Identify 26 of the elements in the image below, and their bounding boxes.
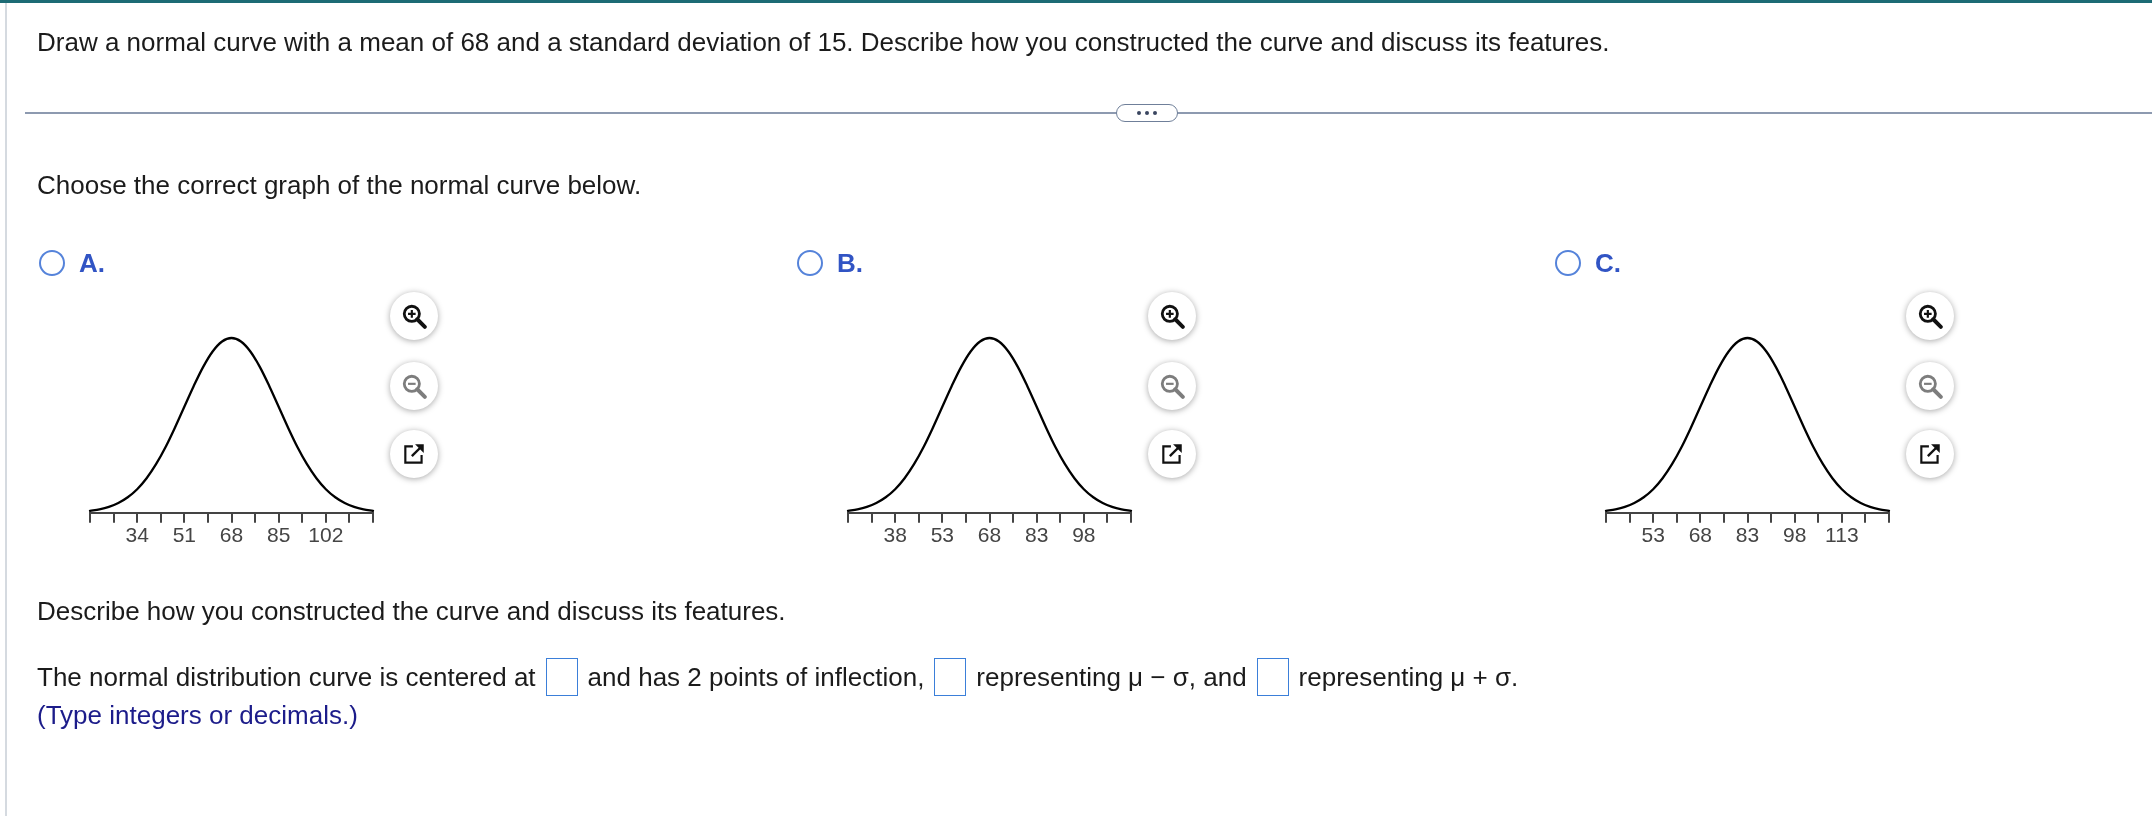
x-tick-label: 51 xyxy=(172,523,197,547)
text: representing μ − σ, and xyxy=(976,662,1247,692)
x-tick-label: 38 xyxy=(883,523,907,547)
text: representing μ + σ. xyxy=(1298,662,1519,692)
text: (Type integers or decimals.) xyxy=(37,700,358,730)
chart-title: A. xyxy=(79,248,105,278)
x-tick-label: 83 xyxy=(1735,523,1760,547)
x-tick-label: 113 xyxy=(1825,523,1859,547)
chart-title: C. xyxy=(1595,248,1621,278)
chart-title: B. xyxy=(837,248,863,278)
text: and has 2 points of inflection, xyxy=(587,662,925,692)
x-tick-label: 102 xyxy=(308,523,344,547)
x-tick-label: 98 xyxy=(1782,523,1807,547)
x-tick-label: 83 xyxy=(1024,523,1049,547)
x-tick-label: 53 xyxy=(930,523,955,547)
x-tick-label: 68 xyxy=(219,523,244,547)
x-tick-label: 34 xyxy=(125,523,150,547)
text: Choose the correct graph of the normal curve below. xyxy=(37,170,642,200)
x-tick-label: 85 xyxy=(266,523,291,547)
x-tick-label: 53 xyxy=(1641,523,1665,547)
text: The normal distribution curve is centered at xyxy=(37,662,536,692)
x-tick-label: 68 xyxy=(1688,523,1713,547)
x-tick-label: 68 xyxy=(977,523,1002,547)
text: Draw a normal curve with a mean of 68 and a standard deviation of 15. Describe how you constructed the curve and discuss its features. xyxy=(37,27,1610,57)
text: Describe how you constructed the curve and discuss its features. xyxy=(37,596,786,626)
x-tick-label: 98 xyxy=(1072,523,1096,547)
